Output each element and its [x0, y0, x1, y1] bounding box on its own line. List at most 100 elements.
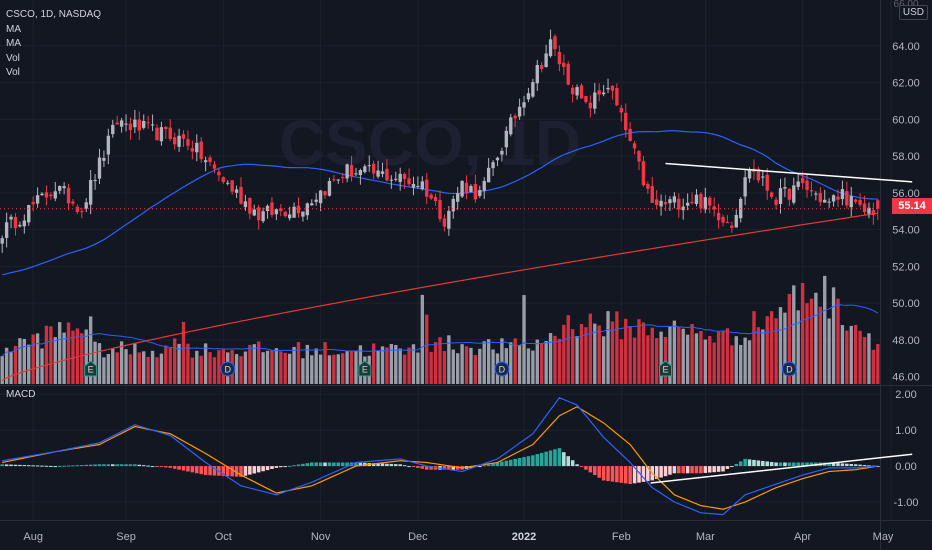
price-tick-label: 48.00 — [892, 335, 920, 347]
macd-histogram-bar — [385, 463, 389, 467]
ma-slow-legend[interactable]: MA — [6, 38, 21, 49]
candle-body — [257, 207, 261, 221]
volume-bar — [71, 330, 75, 384]
volume-bar — [217, 350, 221, 384]
volume-bar — [708, 336, 712, 384]
macd-histogram-bar — [155, 466, 159, 468]
macd-histogram-bar — [455, 466, 460, 470]
macd-histogram-bar — [110, 464, 115, 467]
candle-body — [575, 87, 579, 96]
volume-bar — [411, 344, 416, 384]
macd-histogram-bar — [548, 450, 553, 467]
candle-body — [429, 194, 433, 199]
volume-bar — [345, 350, 349, 384]
candle-body — [9, 216, 13, 220]
ma-fast-legend[interactable]: MA — [6, 23, 21, 35]
volume-bar — [349, 351, 354, 384]
volume-bar — [672, 320, 677, 384]
macd-histogram-bar — [93, 464, 97, 467]
candle-body — [88, 180, 93, 205]
candle-body — [588, 102, 593, 109]
macd-histogram-bar — [447, 466, 451, 470]
candle-body — [800, 177, 805, 184]
candle-body — [593, 92, 597, 109]
earnings-icon[interactable] — [84, 360, 98, 377]
macd-histogram-bar — [84, 464, 88, 467]
candle-body — [301, 211, 305, 217]
volume-bar — [610, 321, 615, 384]
candle-body — [831, 195, 836, 202]
candle-body — [809, 190, 814, 192]
macd-histogram-bar — [703, 466, 708, 473]
candle-body — [540, 65, 544, 70]
volume-bar — [734, 336, 738, 384]
candle-body — [146, 122, 150, 124]
candle-body — [371, 163, 376, 174]
dividend-icon[interactable] — [220, 361, 236, 377]
macd-histogram-bar — [570, 460, 575, 467]
candle-body — [199, 141, 203, 160]
macd-histogram-bar — [743, 458, 747, 467]
macd-tick-label: 2.00 — [895, 389, 916, 401]
candle-body — [685, 202, 690, 206]
candle-body — [650, 186, 654, 203]
macd-histogram-bar — [4, 464, 9, 467]
volume-bar — [199, 355, 203, 384]
volume-bar — [438, 337, 442, 384]
dividend-icon[interactable] — [494, 361, 510, 377]
candle-body — [75, 206, 80, 212]
macd-histogram-bar — [133, 464, 137, 467]
volume-bar — [570, 329, 575, 384]
macd-histogram-bar — [416, 466, 420, 468]
macd-histogram-bar — [774, 462, 778, 467]
volume-bar — [575, 336, 579, 384]
macd-histogram-bar — [699, 466, 703, 474]
earnings-icon[interactable] — [358, 360, 372, 377]
volume-bar — [327, 355, 332, 384]
candle-body — [35, 195, 40, 204]
earnings-icon[interactable] — [659, 360, 673, 377]
volume-bar — [58, 322, 62, 384]
volume-ma-legend[interactable]: Vol — [6, 67, 20, 78]
candle-body — [93, 180, 97, 182]
macd-panel-title[interactable]: MACD — [6, 389, 36, 400]
macd-histogram-bar — [539, 452, 544, 467]
time-tick-label: Sep — [116, 531, 136, 543]
macd-support-trendline[interactable] — [650, 453, 913, 484]
candle-body — [177, 135, 181, 147]
candle-body — [438, 200, 442, 220]
macd-histogram-bar — [849, 463, 854, 467]
symbol-title[interactable]: CSCO, 1D, NASDAQ — [6, 9, 102, 20]
volume-bar — [548, 333, 553, 384]
volume-bar — [416, 352, 420, 384]
macd-histogram-bar — [221, 466, 226, 476]
resistance-trendline[interactable] — [665, 162, 913, 183]
macd-histogram-bar — [588, 466, 593, 473]
volume-bar — [469, 347, 473, 384]
macd-histogram-bar — [35, 465, 40, 467]
macd-histogram-bar — [756, 460, 761, 467]
macd-axis[interactable]: 2.00 1.00 0.00 -1.00 — [893, 389, 918, 509]
candle-body — [71, 201, 75, 204]
volume-bar — [517, 344, 522, 384]
time-axis[interactable]: Aug Sep Oct Nov Dec 2022 Feb Mar Apr May — [23, 531, 894, 543]
macd-histogram-bar — [792, 462, 796, 467]
volume-bar — [190, 357, 195, 384]
currency-label[interactable]: USD — [898, 5, 928, 20]
macd-histogram-bar — [628, 466, 632, 485]
macd-histogram-bar — [212, 466, 217, 476]
macd-histogram-bar — [62, 465, 66, 467]
dividend-icon[interactable] — [781, 361, 797, 377]
volume-bar — [257, 341, 261, 384]
macd-histogram-bar — [279, 466, 283, 468]
candle-body — [226, 182, 230, 184]
macd-histogram-bar — [239, 466, 243, 477]
volume-bar — [433, 342, 438, 384]
volume-legend[interactable]: Vol — [6, 52, 20, 64]
macd-histogram-bar — [234, 466, 239, 477]
volume-bar — [376, 350, 380, 384]
price-axis[interactable]: 46.00 48.00 50.00 52.00 54.00 56.00 58.00 60.00… — [892, 0, 920, 384]
volume-bar — [796, 310, 800, 384]
macd-histogram-bar — [734, 463, 739, 467]
